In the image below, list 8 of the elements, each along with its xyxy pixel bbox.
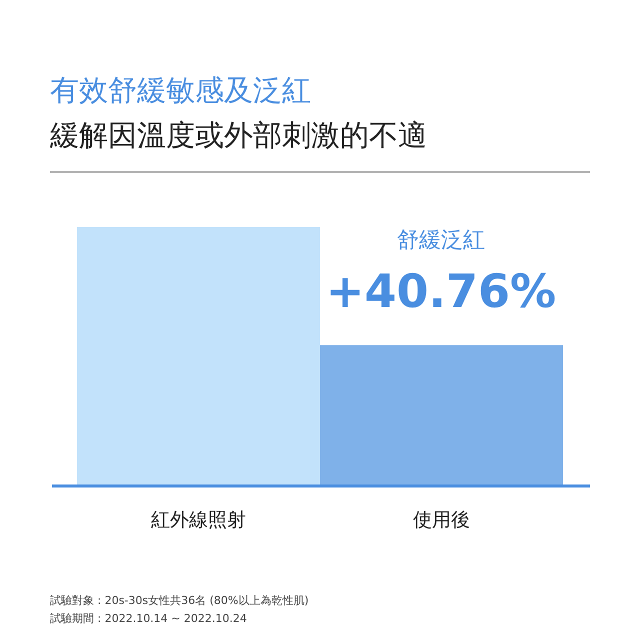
text: 試驗期間 : 2022.10.14 ~ 2022.10.24	[50, 612, 247, 625]
annotation: +40.76%	[326, 264, 556, 318]
annotation: 舒緩泛紅	[397, 228, 485, 253]
x-tick-label: 使用後	[413, 509, 470, 531]
text: 試驗對象 : 20s-30s女性共36名 (80%以上為乾性肌)	[50, 594, 309, 607]
chart-subtitle: 緩解因溫度或外部刺激的不適	[49, 118, 427, 152]
x-tick-label: 紅外線照射	[151, 509, 246, 531]
chart-title: 有效舒緩敏感及泛紅	[50, 73, 311, 107]
